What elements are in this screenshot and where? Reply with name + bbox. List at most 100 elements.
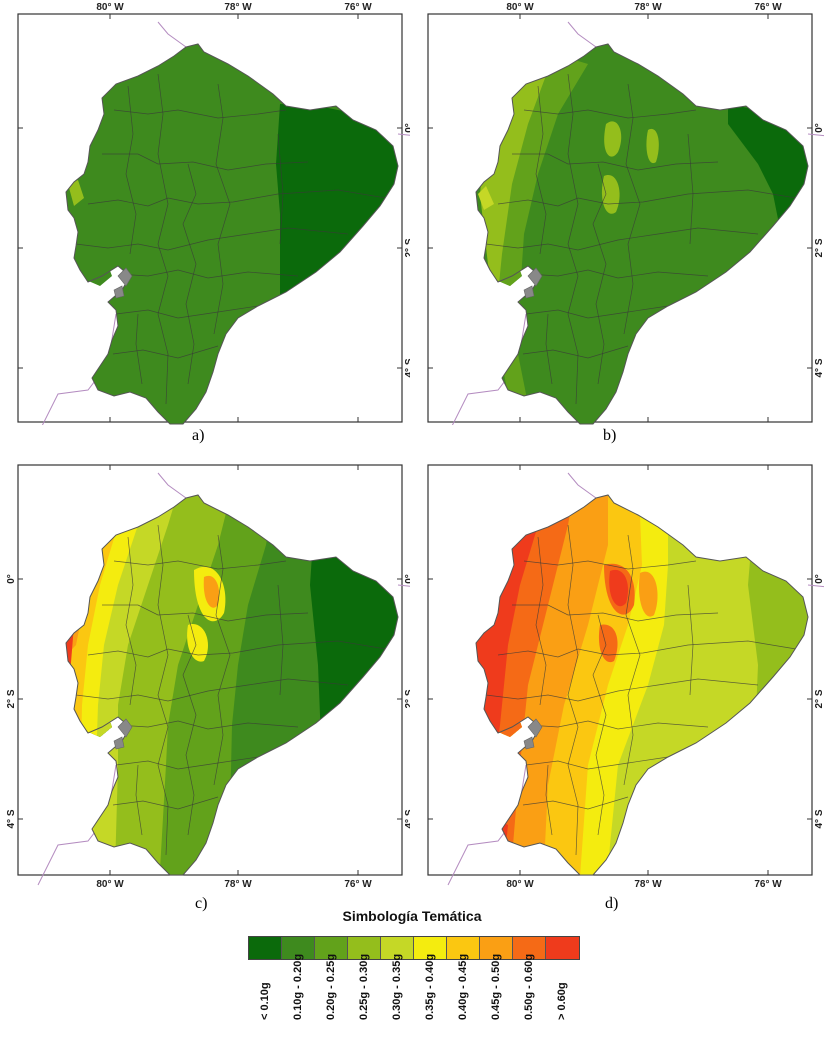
legend-label: < 0.10g <box>258 982 271 1020</box>
hazard-zone <box>601 175 620 214</box>
longitude-label: 78° W <box>634 2 662 13</box>
map-panel-b: 80° W 78° W 76° W 0° 2° S 4° S <box>410 0 824 425</box>
latitude-label: 0° <box>814 123 824 133</box>
province-boundary <box>623 83 641 335</box>
province-boundary <box>525 305 669 319</box>
longitude-label: 80° W <box>506 879 534 890</box>
latitude-label: 0° <box>404 574 410 584</box>
province-boundary <box>125 536 137 706</box>
country-outline <box>475 494 809 876</box>
longitude-label: 76° W <box>754 879 782 890</box>
legend-label: 0.50g - 0.60g <box>522 953 535 1020</box>
province-boundary <box>112 796 219 810</box>
province-boundary <box>485 678 759 702</box>
latitude-label: 0° <box>404 123 410 133</box>
province-boundary <box>277 133 284 245</box>
province-boundary <box>135 313 143 385</box>
hazard-zone <box>68 180 84 206</box>
province-boundary <box>87 640 387 658</box>
latitude-label: 4° S <box>404 809 410 828</box>
latitude-label: 0° <box>6 574 17 584</box>
longitude-label: 76° W <box>344 879 372 890</box>
latitude-label: 2° S <box>6 689 17 708</box>
province-boundary <box>623 534 641 786</box>
hazard-zone <box>203 575 220 608</box>
province-boundary <box>117 720 299 730</box>
hazard-map-c: 80° W 78° W 76° W 0° 2° S 4° S 0° 2° S 4° S <box>6 464 410 890</box>
legend-label: 0.25g - 0.30g <box>357 953 370 1020</box>
hazard-zone <box>66 495 140 875</box>
caption-d: d) <box>605 895 619 912</box>
hazard-map-a: 80° W 78° W 76° W 0° 2° S 4° S <box>17 2 410 425</box>
province-boundary <box>535 536 547 706</box>
province-boundary <box>182 163 197 385</box>
province-boundary <box>125 85 137 255</box>
longitude-label: 76° W <box>754 2 782 13</box>
island <box>113 718 133 750</box>
province-boundary <box>522 796 629 810</box>
country-outline <box>65 43 399 425</box>
province-boundary <box>522 345 629 359</box>
legend-swatch <box>381 937 414 959</box>
legend-swatch <box>513 937 546 959</box>
province-boundary <box>102 604 309 622</box>
province-boundary <box>525 756 669 770</box>
province-boundary <box>545 764 553 836</box>
latitude-label: 4° S <box>404 358 410 377</box>
province-boundary <box>113 109 287 119</box>
latitude-label: 0° <box>814 574 824 584</box>
legend-swatch <box>447 937 480 959</box>
province-boundary <box>75 227 349 251</box>
country-outline <box>475 43 809 425</box>
longitude-label: 76° W <box>344 2 372 13</box>
legend-swatch <box>348 937 381 959</box>
province-boundary <box>87 189 387 207</box>
province-boundary <box>592 614 607 836</box>
map-panel-a: 80° W 78° W 76° W 0° 2° S 4° S <box>0 0 410 425</box>
province-boundary <box>497 640 797 658</box>
island <box>523 718 543 750</box>
province-boundary <box>115 305 259 319</box>
legend-color-bar <box>248 936 580 960</box>
island <box>523 267 543 299</box>
legend-swatch <box>249 937 282 959</box>
legend-title: Simbología Temática <box>342 908 482 924</box>
latitude-label: 4° S <box>814 809 824 828</box>
longitude-label: 80° W <box>506 2 534 13</box>
hazard-zone <box>646 128 659 164</box>
province-boundary <box>182 614 197 836</box>
legend-label: 0.30g - 0.35g <box>390 953 403 1020</box>
legend-label: 0.40g - 0.45g <box>456 953 469 1020</box>
province-boundary <box>113 560 287 570</box>
province-boundary <box>527 720 709 730</box>
hazard-zone <box>66 495 158 875</box>
legend-swatch <box>282 937 315 959</box>
province-boundary <box>117 269 299 279</box>
longitude-label: 78° W <box>224 879 252 890</box>
latitude-label: 2° S <box>404 689 410 708</box>
province-boundary <box>112 345 219 359</box>
province-boundary <box>687 133 694 245</box>
province-boundary <box>687 584 694 696</box>
province-boundary <box>213 534 231 786</box>
map-panel-c: 80° W 78° W 76° W 0° 2° S 4° S 0° 2° S 4° S <box>0 455 410 895</box>
map-panel-d: 80° W 78° W 76° W 0° 2° S 4° S <box>410 455 824 895</box>
latitude-label: 2° S <box>814 689 824 708</box>
hazard-zone <box>638 571 658 617</box>
province-boundary <box>115 756 259 770</box>
province-boundary <box>512 153 719 171</box>
country-outline <box>65 494 399 876</box>
legend-swatch <box>546 937 579 959</box>
hazard-zone <box>609 569 629 607</box>
legend-swatch <box>480 937 513 959</box>
latitude-label: 4° S <box>6 809 17 828</box>
province-boundary <box>213 83 231 335</box>
latitude-label: 2° S <box>404 238 410 257</box>
hazard-map-d: 80° W 78° W 76° W 0° 2° S 4° S <box>427 464 824 890</box>
province-boundary <box>523 109 697 119</box>
province-boundary <box>75 678 349 702</box>
legend-swatch <box>414 937 447 959</box>
latitude-label: 4° S <box>814 358 824 377</box>
legend-label: 0.20g - 0.25g <box>324 953 337 1020</box>
province-boundary <box>512 604 719 622</box>
